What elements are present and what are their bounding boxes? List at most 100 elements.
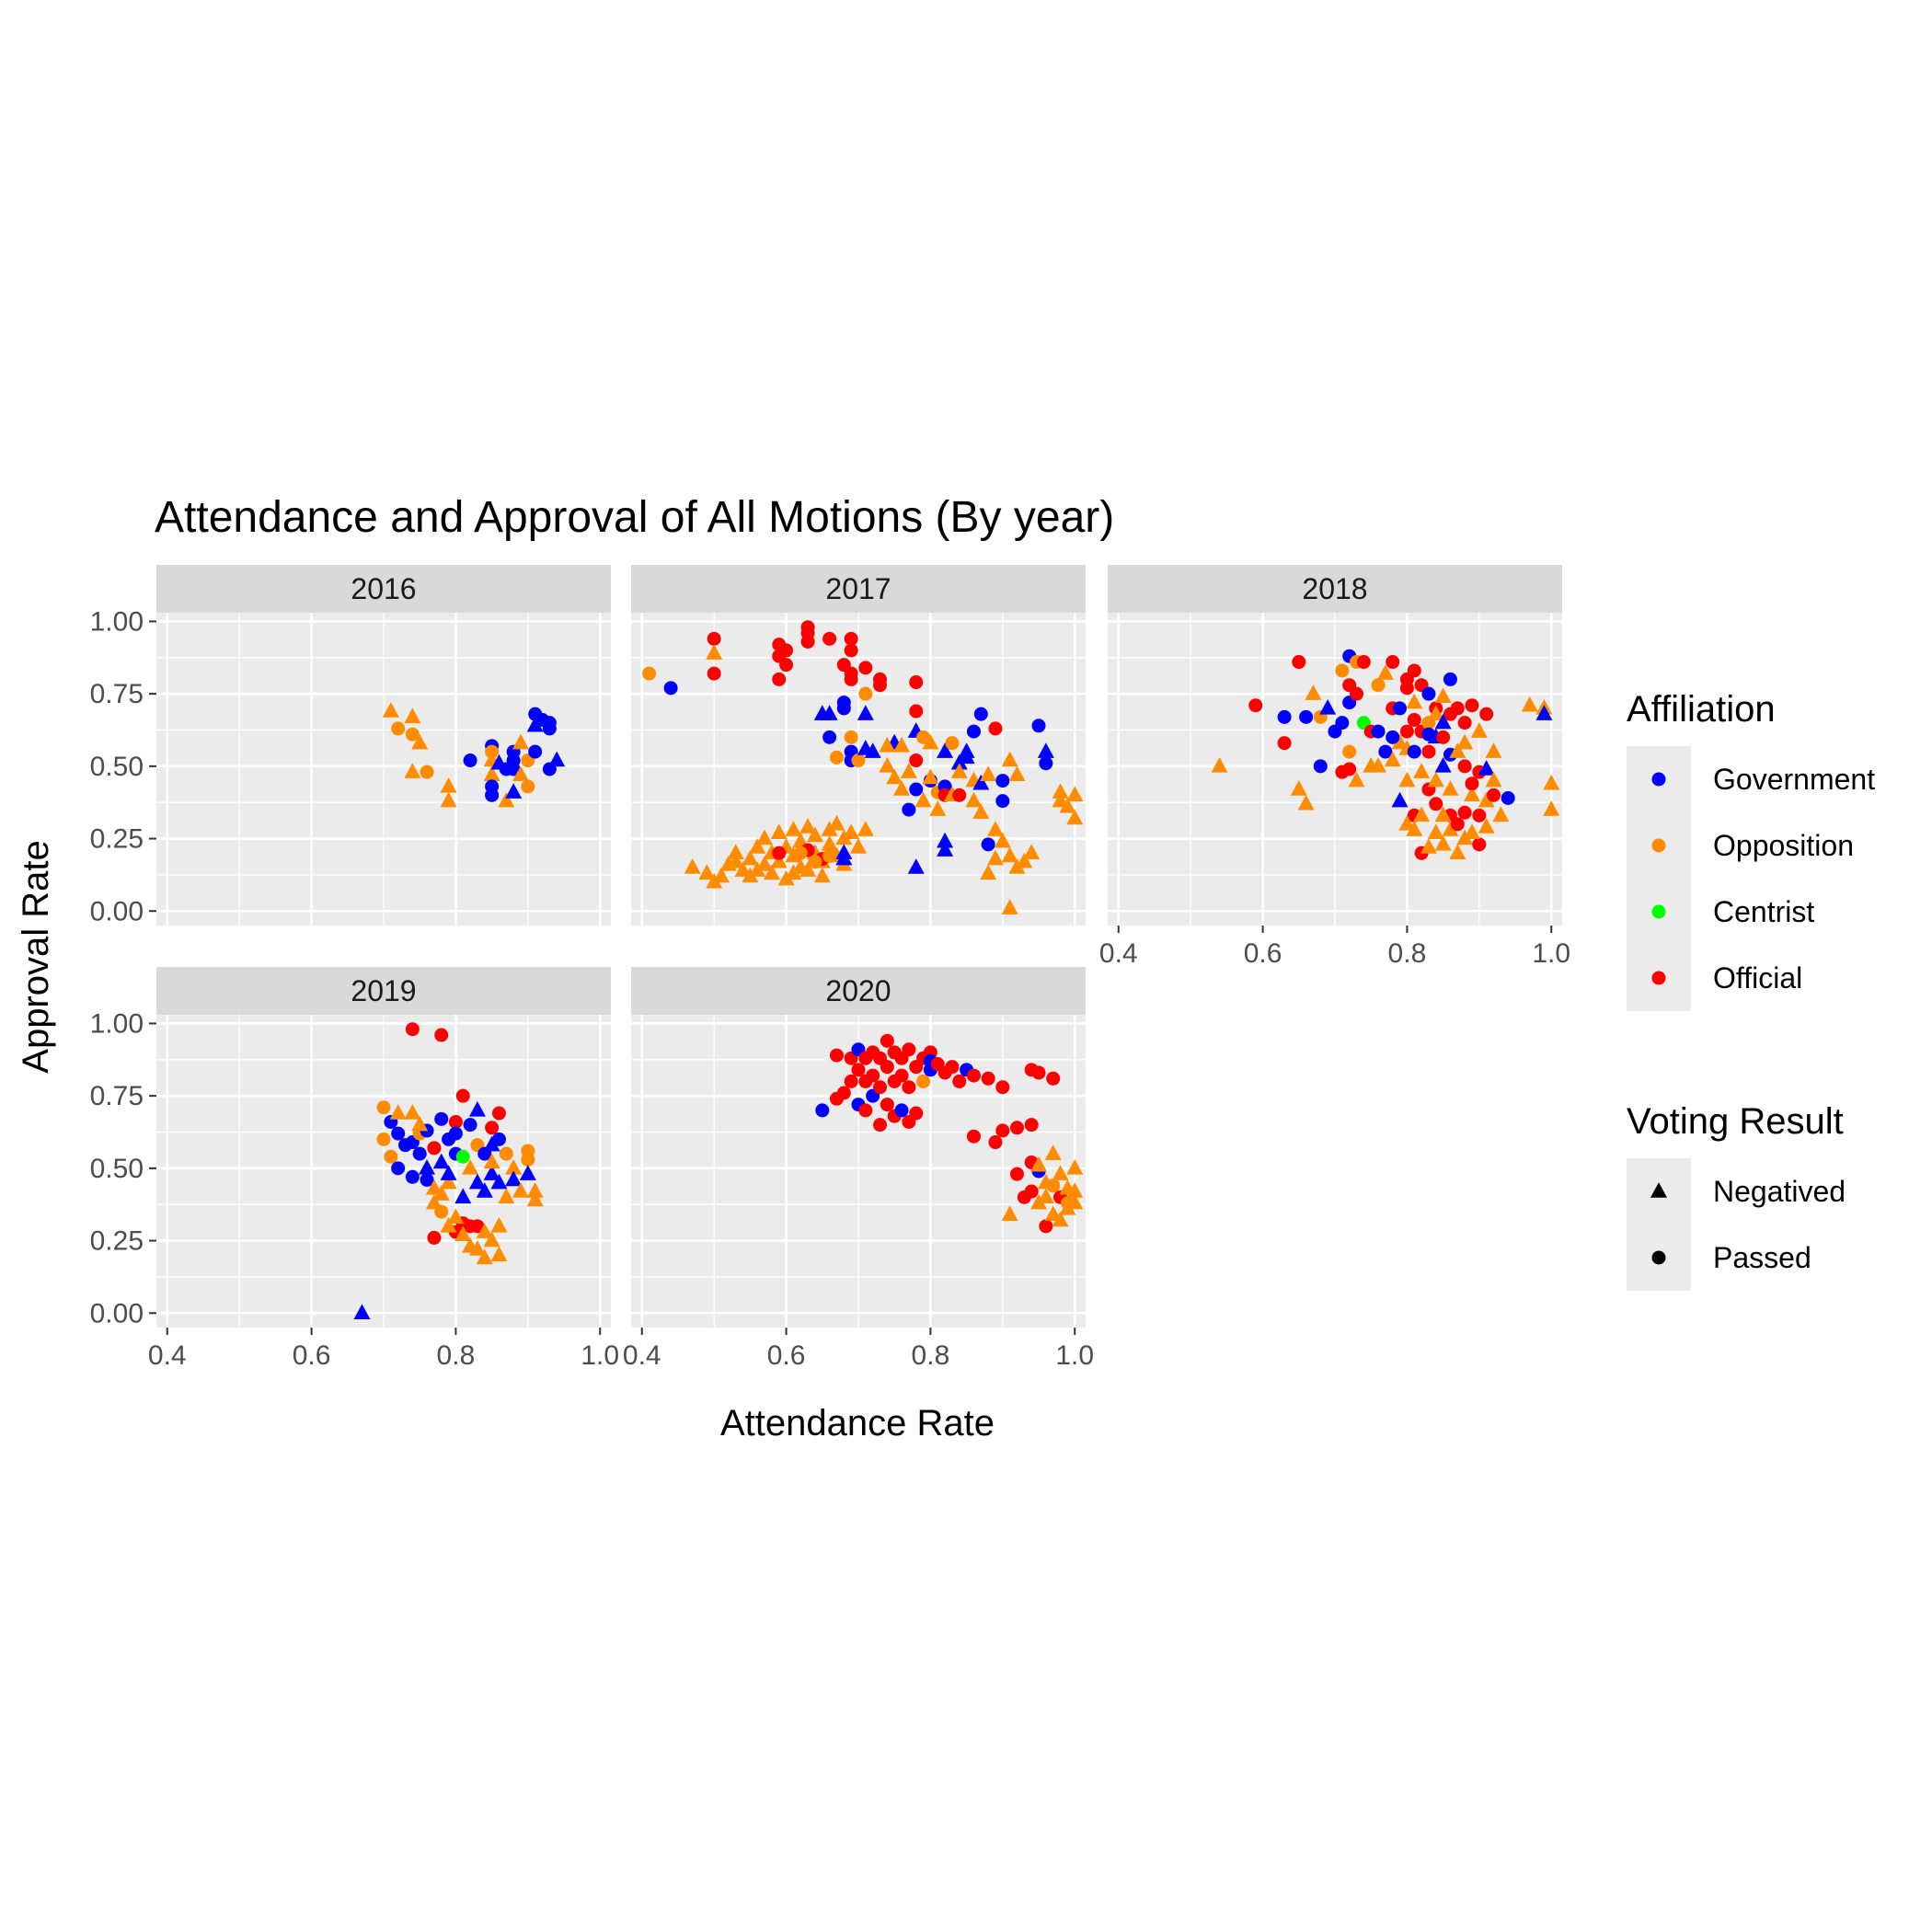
facet-strip-label: 2020 (825, 974, 891, 1007)
data-point-negatived (1044, 1144, 1062, 1160)
data-point-passed (1407, 744, 1421, 759)
data-point-passed (420, 1172, 434, 1187)
data-point-negatived (1442, 821, 1459, 836)
data-point-passed (427, 1230, 442, 1245)
data-point-passed (1371, 724, 1386, 739)
data-point-negatived (821, 834, 838, 851)
data-point-negatived (1478, 791, 1495, 808)
data-point-passed (909, 753, 924, 768)
data-point-passed (945, 736, 960, 751)
data-point-passed (844, 730, 858, 744)
y-tick-label: 0.25 (90, 1226, 144, 1257)
data-point-passed (521, 1152, 535, 1167)
data-point-passed (772, 845, 787, 860)
data-point-negatived (454, 1225, 472, 1242)
data-point-negatived (727, 852, 744, 868)
data-point-passed (966, 1068, 981, 1083)
data-point-passed (1039, 1219, 1053, 1234)
data-point-passed (995, 774, 1010, 788)
data-point-passed (909, 704, 924, 719)
data-point-passed (455, 1149, 470, 1164)
data-point-negatived (756, 829, 774, 845)
data-point-negatived (1442, 780, 1459, 796)
data-point-passed (405, 727, 420, 742)
y-tick-label: 0.50 (90, 752, 144, 782)
data-point-negatived (1543, 800, 1560, 816)
facet-strip (156, 967, 611, 1015)
data-point-negatived (864, 742, 881, 758)
data-point-passed (1031, 719, 1046, 733)
data-point-negatived (440, 776, 457, 793)
data-point-passed (528, 744, 543, 759)
data-point-passed (1378, 744, 1393, 759)
data-point-negatived (1001, 846, 1018, 863)
data-point-negatived (742, 849, 759, 866)
y-tick-label: 0.00 (90, 1298, 144, 1328)
data-point-passed (376, 1100, 391, 1115)
data-point-passed (952, 1074, 967, 1088)
data-point-passed (1010, 1121, 1025, 1135)
facet-strip-label: 2016 (351, 572, 416, 605)
data-point-negatived (799, 861, 817, 877)
y-tick-label: 0.25 (90, 824, 144, 855)
data-point-negatived (353, 1304, 371, 1320)
data-point-passed (836, 1086, 851, 1100)
data-point-negatived (879, 736, 896, 753)
data-point-negatived (548, 751, 566, 767)
data-point-negatived (1348, 771, 1365, 788)
data-point-negatived (483, 1231, 500, 1248)
data-point-negatived (972, 774, 990, 790)
data-point-negatived (512, 765, 529, 782)
data-point-passed (455, 1088, 470, 1103)
data-point-passed (873, 678, 888, 693)
data-point-negatived (994, 832, 1011, 848)
data-point-passed (981, 837, 995, 852)
data-point-negatived (698, 864, 716, 880)
data-point-passed (1407, 712, 1421, 727)
data-point-negatived (770, 852, 788, 868)
data-point-negatived (382, 702, 399, 718)
legend-key-opposition (1651, 838, 1666, 853)
data-point-negatived (937, 841, 954, 857)
data-point-negatived (1001, 899, 1018, 914)
data-point-negatived (799, 818, 817, 834)
data-point-passed (844, 1074, 858, 1088)
data-point-passed (880, 1060, 894, 1075)
data-point-passed (412, 1146, 427, 1161)
facet-strip (1108, 565, 1562, 613)
data-point-passed (902, 802, 916, 817)
data-point-passed (829, 750, 844, 765)
facet-strip-label: 2017 (825, 572, 891, 605)
data-point-negatived (1434, 687, 1452, 704)
data-point-passed (491, 1132, 506, 1146)
data-point-negatived (684, 858, 701, 874)
data-point-negatived (1290, 780, 1307, 796)
facet-strip-label: 2018 (1302, 572, 1367, 605)
data-point-passed (909, 782, 924, 797)
data-point-negatived (411, 1115, 429, 1132)
data-point-negatived (914, 791, 932, 808)
data-point-passed (995, 1080, 1010, 1095)
facet-panel-2017: 2017 (631, 565, 1086, 926)
data-point-negatived (749, 838, 766, 854)
data-point-passed (873, 1118, 888, 1133)
data-point-negatived (835, 849, 853, 866)
data-point-negatived (1434, 806, 1452, 822)
data-point-negatived (1413, 763, 1431, 778)
data-point-negatived (1023, 844, 1041, 860)
data-point-negatived (440, 1216, 457, 1233)
y-tick-label: 1.00 (90, 1008, 144, 1039)
data-point-negatived (980, 864, 997, 880)
data-point-negatived (526, 1190, 544, 1207)
data-point-passed (1487, 788, 1501, 802)
data-point-passed (485, 1121, 500, 1135)
data-point-passed (1479, 707, 1494, 721)
data-point-negatived (1456, 733, 1474, 750)
data-point-negatived (462, 1158, 479, 1175)
data-point-passed (434, 1204, 449, 1219)
data-point-passed (463, 753, 477, 768)
facet-strip-label: 2019 (351, 974, 416, 1007)
data-point-negatived (937, 832, 954, 848)
data-point-passed (1342, 762, 1357, 776)
